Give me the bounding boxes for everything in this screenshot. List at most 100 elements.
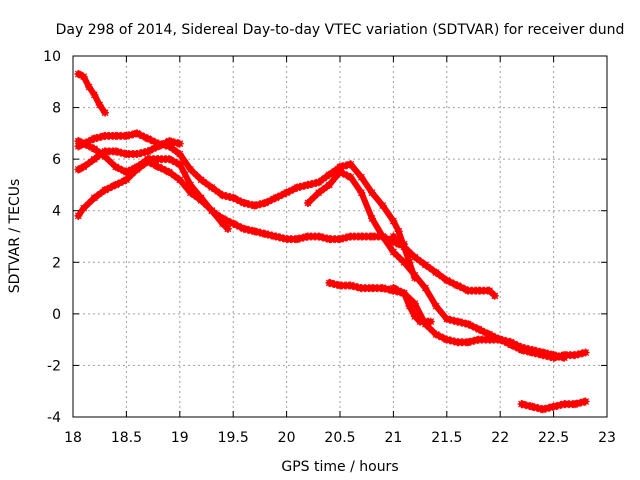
data-point [239, 198, 248, 207]
data-point [218, 219, 227, 228]
x-tick-label: 18.5 [111, 430, 142, 446]
series-arc-4 [74, 137, 184, 174]
data-point [90, 193, 99, 202]
data-point [122, 168, 131, 177]
data-point [261, 198, 270, 207]
data-point [74, 165, 83, 174]
data-point [336, 281, 344, 290]
data-point [74, 70, 83, 79]
y-tick-label: 8 [52, 101, 61, 117]
data-point [250, 227, 259, 236]
data-point [186, 165, 195, 174]
data-point [165, 142, 174, 151]
data-point [432, 268, 441, 277]
y-tick-labels: -4 -2 0 2 4 6 8 10 [43, 49, 61, 426]
data-point [101, 186, 110, 195]
x-tick-labels: 18 18.5 19 19.5 20 20.5 21 21.5 22 22.5 23 [64, 430, 616, 446]
data-point [90, 90, 99, 99]
data-point [165, 137, 174, 146]
data-point [538, 348, 547, 357]
y-tick-label: 10 [43, 49, 61, 65]
data-point [175, 160, 184, 169]
x-tick-label: 20 [278, 430, 296, 446]
series-line [305, 169, 589, 361]
data-point [453, 338, 462, 347]
series-arc-8 [389, 232, 499, 300]
data-point [111, 162, 120, 171]
data-point [122, 149, 131, 158]
data-point [154, 155, 163, 164]
data-point [325, 278, 334, 287]
data-point [74, 211, 83, 220]
data-point [496, 335, 505, 344]
data-point [90, 144, 99, 153]
data-point [581, 348, 590, 357]
data-point [416, 317, 425, 326]
data-point [432, 302, 441, 311]
data-point [346, 160, 355, 169]
data-point [357, 173, 366, 182]
data-point [314, 232, 323, 241]
y-tick-label: 0 [52, 307, 61, 323]
data-point [368, 214, 377, 223]
data-point [207, 183, 216, 192]
data-point [143, 157, 152, 166]
x-tick-label: 19.5 [218, 430, 249, 446]
series-line-lower-edge [77, 143, 181, 174]
data-point [389, 232, 398, 241]
data-point [175, 149, 184, 158]
series-line-lower-edge [77, 76, 106, 117]
data-point [464, 320, 473, 329]
data-point [282, 188, 291, 197]
data-point [421, 260, 430, 269]
x-tick-label: 22 [491, 430, 509, 446]
data-point [175, 175, 184, 184]
data-point [197, 196, 206, 205]
data-point [154, 142, 163, 151]
data-point [560, 400, 569, 409]
data-point [389, 237, 398, 246]
series-arc-5 [74, 157, 409, 249]
data-point [95, 100, 104, 109]
data-point [517, 343, 526, 352]
data-point [389, 247, 398, 256]
x-tick-label: 20.5 [324, 430, 355, 446]
data-point [538, 405, 547, 414]
data-point [517, 400, 526, 409]
data-point [378, 284, 387, 293]
data-point [122, 175, 131, 184]
data-point [336, 168, 344, 177]
data-point [250, 201, 259, 210]
data-point [357, 284, 366, 293]
data-point [85, 82, 94, 91]
data-point [271, 193, 280, 202]
data-point [368, 188, 377, 197]
data-point [346, 232, 355, 241]
data-point [405, 258, 414, 267]
y-axis-label: SDTVAR / TECUs [7, 179, 23, 294]
data-point [186, 188, 195, 197]
data-point [90, 155, 99, 164]
data-point [154, 162, 163, 171]
data-point [74, 137, 83, 146]
data-point [405, 302, 414, 311]
data-point [314, 178, 323, 187]
data-point [410, 253, 419, 262]
data-point [218, 191, 227, 200]
data-point [122, 131, 131, 140]
data-point [378, 201, 387, 210]
data-point [432, 330, 441, 339]
data-point [261, 229, 270, 238]
data-point [175, 139, 184, 148]
data-point [271, 232, 280, 241]
data-point [442, 315, 451, 324]
data-point [464, 338, 473, 347]
data-point [368, 284, 377, 293]
series-line-upper-edge [77, 137, 181, 168]
data-point [570, 400, 579, 409]
x-tick-label: 23 [598, 430, 616, 446]
series-arc-1 [74, 70, 110, 117]
data-point [357, 188, 366, 197]
data-point [485, 335, 494, 344]
